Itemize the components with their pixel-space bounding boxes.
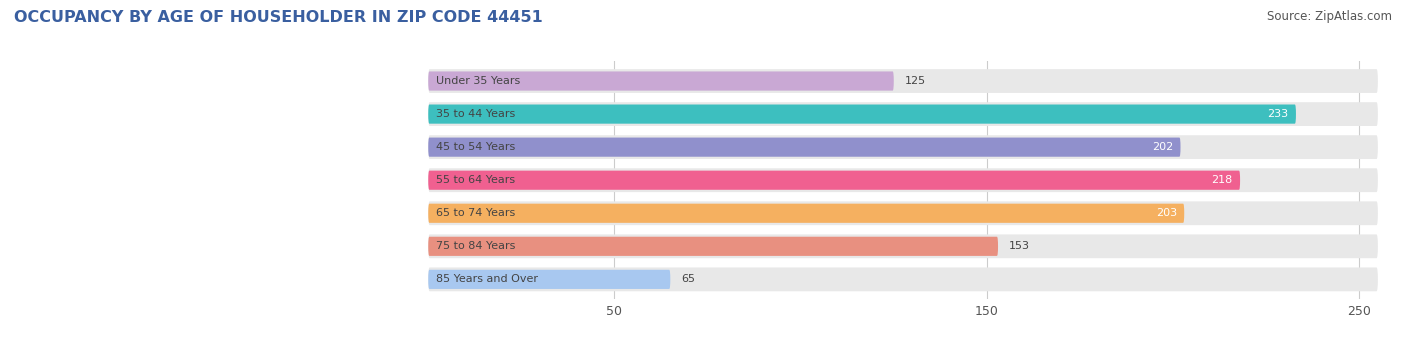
FancyBboxPatch shape bbox=[429, 102, 1378, 126]
Text: 45 to 54 Years: 45 to 54 Years bbox=[436, 142, 515, 152]
FancyBboxPatch shape bbox=[429, 201, 1378, 225]
Text: Source: ZipAtlas.com: Source: ZipAtlas.com bbox=[1267, 10, 1392, 23]
Text: 65: 65 bbox=[682, 274, 696, 284]
Text: 203: 203 bbox=[1156, 208, 1177, 218]
Text: 218: 218 bbox=[1212, 175, 1233, 185]
Text: 233: 233 bbox=[1267, 109, 1288, 119]
Text: 125: 125 bbox=[905, 76, 927, 86]
Text: 55 to 64 Years: 55 to 64 Years bbox=[436, 175, 515, 185]
Text: 202: 202 bbox=[1152, 142, 1173, 152]
FancyBboxPatch shape bbox=[429, 104, 1296, 124]
FancyBboxPatch shape bbox=[429, 71, 894, 91]
Text: 65 to 74 Years: 65 to 74 Years bbox=[436, 208, 515, 218]
FancyBboxPatch shape bbox=[429, 171, 1240, 190]
FancyBboxPatch shape bbox=[429, 270, 671, 289]
FancyBboxPatch shape bbox=[429, 168, 1378, 192]
FancyBboxPatch shape bbox=[429, 237, 998, 256]
Text: 153: 153 bbox=[1010, 241, 1031, 251]
Text: Under 35 Years: Under 35 Years bbox=[436, 76, 520, 86]
FancyBboxPatch shape bbox=[429, 204, 1184, 223]
Text: 75 to 84 Years: 75 to 84 Years bbox=[436, 241, 515, 251]
Text: OCCUPANCY BY AGE OF HOUSEHOLDER IN ZIP CODE 44451: OCCUPANCY BY AGE OF HOUSEHOLDER IN ZIP C… bbox=[14, 10, 543, 25]
FancyBboxPatch shape bbox=[429, 138, 1181, 157]
FancyBboxPatch shape bbox=[429, 234, 1378, 258]
FancyBboxPatch shape bbox=[429, 69, 1378, 93]
FancyBboxPatch shape bbox=[429, 268, 1378, 291]
FancyBboxPatch shape bbox=[429, 135, 1378, 159]
Text: 35 to 44 Years: 35 to 44 Years bbox=[436, 109, 515, 119]
Text: 85 Years and Over: 85 Years and Over bbox=[436, 274, 537, 284]
